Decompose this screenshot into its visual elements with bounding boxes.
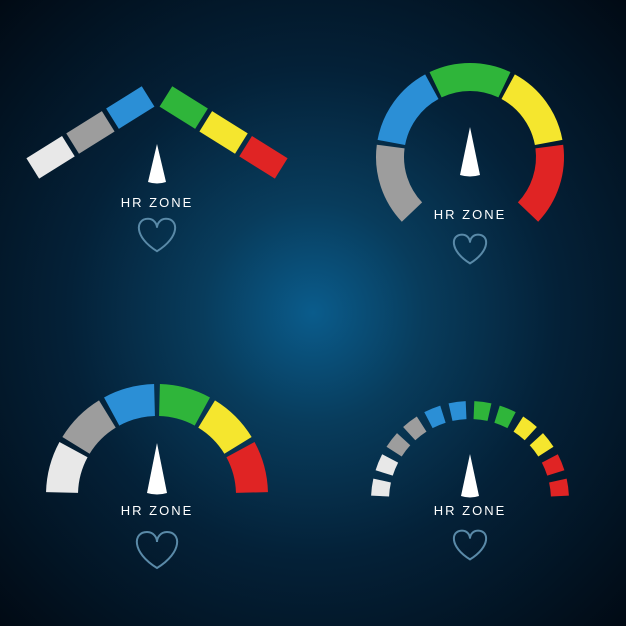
gauge-donut: HR ZONE [313,0,626,313]
zone-segment [199,111,247,154]
zone-segment [198,400,251,453]
zone-segment [159,384,210,426]
zone-segment [386,433,410,456]
pointer-icon [147,443,167,495]
zone-segment [517,144,563,221]
zone-segment [26,136,74,179]
zone-segment [104,384,155,426]
heart-icon [138,218,174,250]
zone-segment [46,442,88,493]
zone-segment [403,416,426,440]
zone-segment [159,86,207,129]
hr-zone-label: HR ZONE [120,195,193,210]
pointer-icon [460,127,480,177]
pointer-icon [148,144,166,184]
zone-segment [549,478,569,496]
zone-segment [424,405,445,428]
zone-segment [377,74,438,145]
zone-segment [62,400,115,453]
zone-segment [541,454,564,475]
zone-segment [106,86,154,129]
gauge-dashed: HR ZONE [313,313,626,626]
zone-segment [501,74,562,145]
hr-zone-label: HR ZONE [120,503,193,518]
zone-segment [494,405,515,428]
zone-segment [226,442,268,493]
zone-segment [529,433,553,456]
heart-icon [453,530,485,559]
pointer-icon [461,454,479,498]
zone-segment [376,144,422,221]
zone-segment [375,454,398,475]
gauge-angular: HR ZONE [0,0,313,313]
zone-segment [371,478,391,496]
zone-segment [66,111,114,154]
zone-segment [429,63,510,97]
zone-segment [239,136,287,179]
heart-icon [136,532,176,568]
hr-zone-label: HR ZONE [433,503,506,518]
zone-segment [473,401,491,421]
zone-segment [448,401,466,421]
hr-zone-label: HR ZONE [433,207,506,222]
gauge-semicircle: HR ZONE [0,313,313,626]
heart-icon [453,234,485,263]
zone-segment [513,416,536,440]
